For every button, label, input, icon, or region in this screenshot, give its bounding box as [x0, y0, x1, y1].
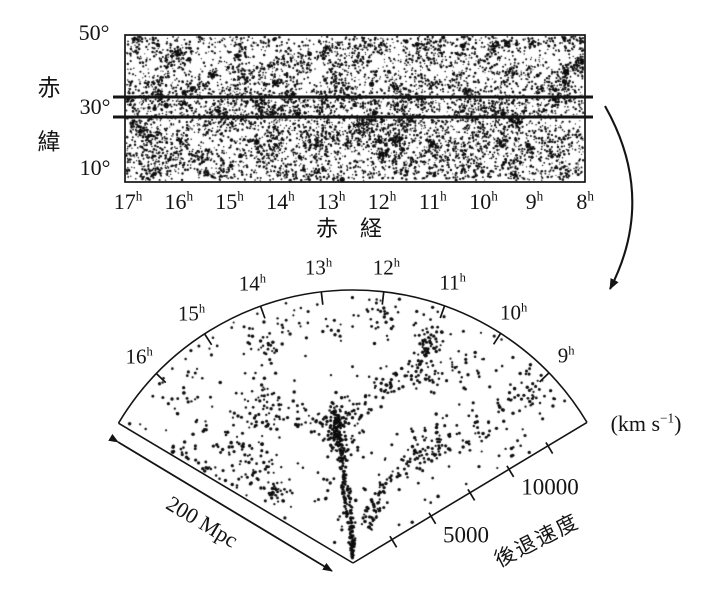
ra-tick-label-8h: 8h: [576, 188, 594, 214]
wedge-velocity-tick: [428, 512, 437, 525]
wedge-ra-tick: [492, 332, 502, 345]
wedge-velocity-tick: [467, 488, 476, 501]
velocity-tick-label-10000: 10000: [521, 474, 579, 500]
dec-tick-label-10: 10°: [79, 155, 111, 180]
slice-to-wedge-arrow: [604, 105, 634, 290]
wedge-ra-tick: [539, 372, 550, 383]
wedge-ra-tick: [320, 291, 324, 305]
wedge-ra-tick-label-10h: 10h: [499, 300, 528, 325]
ra-tick-label-12h: 12h: [367, 188, 397, 214]
wedge-ra-tick: [203, 333, 213, 346]
ra-tick-label-16h: 16h: [164, 188, 194, 214]
wedge-ra-tick: [439, 305, 446, 319]
wedge-ra-tick: [381, 291, 385, 305]
wedge-arc: [117, 289, 588, 424]
ra-tick-label-9h: 9h: [525, 188, 544, 214]
ra-tick-label-17h: 17h: [113, 188, 143, 214]
wedge-ra-tick: [259, 305, 266, 319]
dec-tick-label-50: 50°: [78, 20, 110, 45]
wedge-ra-tick: [155, 372, 167, 384]
wedge-velocity-tick: [545, 441, 554, 454]
unit-superscript: −1: [660, 410, 675, 426]
velocity-unit-label: (km s−1): [610, 410, 682, 436]
dec-axis-title: 赤 緯: [38, 77, 61, 154]
dec-axis-char-1: 赤: [37, 75, 61, 101]
wedge-ra-tick-label-12h: 12h: [372, 255, 401, 280]
wedge-ra-tick-label-11h: 11h: [439, 270, 466, 295]
wedge-ra-tick-label-16h: 16h: [125, 344, 153, 369]
wedge-velocity-tick: [389, 535, 398, 548]
ra-tick-label-15h: 15h: [215, 188, 244, 214]
ra-tick-label-11h: 11h: [418, 188, 447, 214]
ra-tick-label-13h: 13h: [316, 188, 346, 214]
wedge-velocity-tick: [506, 465, 515, 478]
wedge-ra-tick-label-14h: 14h: [238, 271, 267, 296]
ra-tick-label-10h: 10h: [469, 188, 498, 214]
dec-tick-label-30: 30°: [79, 94, 111, 119]
wedge-ra-tick-label-9h: 9h: [557, 343, 575, 368]
wedge-ra-tick-label-15h: 15h: [177, 301, 206, 326]
ra-tick-label-14h: 14h: [266, 188, 295, 214]
wedge-ra-tick-label-13h: 13h: [304, 255, 333, 280]
velocity-tick-label-5000: 5000: [443, 522, 489, 548]
sky-map-border: [124, 34, 586, 183]
unit-open: (km s: [610, 411, 661, 436]
unit-close: ): [674, 411, 682, 436]
ra-axis-title: 赤 経: [315, 216, 383, 241]
scale-bar-arrow: [108, 433, 333, 572]
dec-axis-char-2: 緯: [37, 129, 61, 155]
